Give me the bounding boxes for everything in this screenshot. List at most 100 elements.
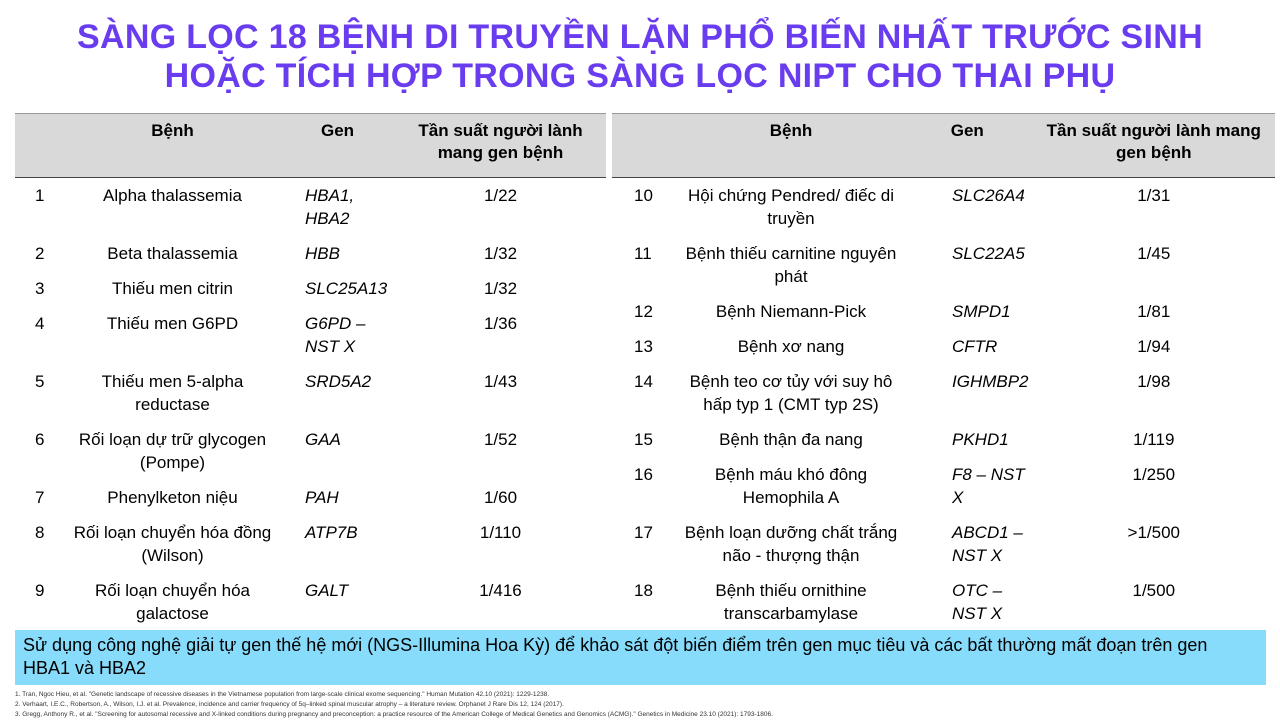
disease-name: Thiếu men 5-alpha reductase [101, 372, 244, 414]
row-number: 12 [634, 302, 653, 321]
disease-name: Thiếu men G6PD [106, 314, 239, 333]
references: 1. Tran, Ngoc Hieu, et al. "Genetic land… [15, 690, 773, 720]
table-row: 5 Thiếu men 5-alpha reductase SRD5A2 1/43 [15, 364, 606, 422]
row-number: 4 [35, 314, 45, 333]
header-gene: Gen [902, 113, 1033, 178]
header-disease: Bệnh [680, 113, 902, 178]
table-row: 8 Rối loạn chuyển hóa đồng (Wilson) ATP7B 1… [15, 515, 606, 573]
gene-name: OTC – NST X [952, 581, 1003, 623]
table-row: 15 Bệnh thận đa nang PKHD1 1/119 [612, 422, 1275, 457]
disease-name: Rối loạn dự trữ glycogen (Pompe) [78, 430, 267, 472]
carrier-frequency: 1/250 [1132, 465, 1176, 484]
carrier-frequency: 1/98 [1137, 372, 1171, 391]
gene-name: SLC25A13 [305, 279, 388, 298]
disease-name: Beta thalassemia [107, 244, 238, 263]
gene-name: F8 – NST X [952, 465, 1025, 507]
header-frequency: Tần suất người lành mang gen bệnh [1032, 113, 1275, 178]
carrier-frequency: 1/32 [483, 244, 518, 263]
header-frequency: Tần suất người lành mang gen bệnh [395, 113, 606, 178]
row-number: 3 [35, 279, 45, 298]
disease-name: Bệnh Niemann-Pick [715, 302, 867, 321]
disease-table-right: Bệnh Gen Tần suất người lành mang gen bệ… [612, 113, 1275, 631]
disease-name: Thiếu men citrin [112, 279, 233, 298]
title-line-2: HOẶC TÍCH HỢP TRONG SÀNG LỌC NIPT CHO TH… [164, 57, 1116, 95]
disease-table-left: Bệnh Gen Tần suất người lành mang gen bệ… [15, 113, 606, 631]
row-number: 1 [35, 186, 45, 205]
table-row: 1 Alpha thalassemia HBA1, HBA2 1/22 [15, 178, 606, 237]
carrier-frequency: >1/500 [1127, 523, 1180, 542]
carrier-frequency: 1/94 [1137, 337, 1171, 356]
table-row: 6 Rối loạn dự trữ glycogen (Pompe) GAA 1/52 [15, 422, 606, 480]
table-row: 4 Thiếu men G6PD G6PD – NST X 1/36 [15, 306, 606, 364]
row-number: 16 [634, 465, 653, 484]
disease-name: Bệnh teo cơ tủy với suy hô hấp typ 1 (CM… [689, 372, 893, 414]
carrier-frequency: 1/52 [483, 430, 518, 449]
disease-name: Bệnh thận đa nang [719, 430, 863, 449]
carrier-frequency: 1/119 [1133, 430, 1175, 449]
row-number: 10 [634, 186, 653, 205]
table-row: 10 Hội chứng Pendred/ điếc di truyền SLC26… [612, 178, 1275, 237]
row-number: 18 [634, 581, 653, 600]
table-row: 17 Bệnh loạn dưỡng chất trắng não - thượn… [612, 515, 1275, 573]
disease-name: Bệnh máu khó đông Hemophila A [714, 465, 868, 507]
reference: 1. Tran, Ngoc Hieu, et al. "Genetic land… [15, 691, 550, 698]
slide-title: SÀNG LỌC 18 BỆNH DI TRUYỀN LẶN PHỔ BIẾN … [0, 18, 1280, 96]
table-row: 11 Bệnh thiếu carnitine nguyên phát SLC22A… [612, 236, 1275, 294]
row-number: 15 [634, 430, 653, 449]
gene-name: CFTR [952, 337, 998, 356]
gene-name: PAH [305, 488, 339, 507]
table-row: 13 Bệnh xơ nang CFTR 1/94 [612, 329, 1275, 364]
gene-name: IGHMBP2 [952, 372, 1029, 391]
carrier-frequency: 1/43 [483, 372, 518, 391]
disease-name: Bệnh xơ nang [737, 337, 845, 356]
gene-name: ATP7B [305, 523, 358, 542]
row-number: 6 [35, 430, 45, 449]
carrier-frequency: 1/36 [483, 314, 518, 333]
gene-name: G6PD – NST X [305, 314, 366, 356]
gene-name: SLC22A5 [952, 244, 1025, 263]
row-number: 17 [634, 523, 653, 542]
row-number: 2 [35, 244, 45, 263]
disease-name: Alpha thalassemia [103, 186, 242, 205]
row-number: 5 [35, 372, 45, 391]
table-row: 9 Rối loạn chuyển hóa galactose GALT 1/416 [15, 573, 606, 631]
row-number: 9 [35, 581, 45, 600]
disease-name: Bệnh thiếu carnitine nguyên phát [685, 244, 897, 286]
gene-name: GAA [305, 430, 341, 449]
gene-name: GALT [305, 581, 349, 600]
table-row: 2 Beta thalassemia HBB 1/32 [15, 236, 606, 271]
gene-name: SRD5A2 [305, 372, 372, 391]
disease-name: Rối loạn chuyển hóa galactose [94, 581, 250, 623]
disease-name: Rối loạn chuyển hóa đồng (Wilson) [73, 523, 272, 565]
gene-name: PKHD1 [952, 430, 1009, 449]
disease-name: Bệnh loạn dưỡng chất trắng não - thượng … [684, 523, 898, 565]
row-number: 7 [35, 488, 45, 507]
carrier-frequency: 1/32 [483, 279, 518, 298]
disease-name: Bệnh thiếu ornithine transcarbamylase [715, 581, 867, 623]
disease-name: Phenylketon niệu [107, 488, 238, 507]
header-gene: Gen [280, 113, 395, 178]
row-number: 11 [634, 244, 652, 263]
row-number: 13 [634, 337, 653, 356]
gene-name: HBA1, HBA2 [305, 186, 355, 228]
table-row: 14 Bệnh teo cơ tủy với suy hô hấp typ 1 (… [612, 364, 1275, 422]
carrier-frequency: 1/22 [483, 186, 518, 205]
table-row: 18 Bệnh thiếu ornithine transcarbamylase O… [612, 573, 1275, 631]
technology-note: Sử dụng công nghệ giải tự gen thế hệ mới… [15, 630, 1266, 685]
carrier-frequency: 1/31 [1137, 186, 1171, 205]
carrier-frequency: 1/416 [479, 581, 522, 600]
reference: 3. Gregg, Anthony R., et al. "Screening … [15, 711, 773, 718]
gene-name: ABCD1 – NST X [952, 523, 1023, 565]
table-row: 12 Bệnh Niemann-Pick SMPD1 1/81 [612, 294, 1275, 329]
row-number: 14 [634, 372, 653, 391]
table-row: 16 Bệnh máu khó đông Hemophila A F8 – NST … [612, 457, 1275, 515]
carrier-frequency: 1/45 [1137, 244, 1171, 263]
carrier-frequency: 1/110 [479, 523, 522, 542]
title-line-1: SÀNG LỌC 18 BỆNH DI TRUYỀN LẶN PHỔ BIẾN … [77, 18, 1203, 56]
gene-name: SMPD1 [952, 302, 1011, 321]
carrier-frequency: 1/60 [483, 488, 518, 507]
gene-name: HBB [305, 244, 340, 263]
header-disease: Bệnh [65, 113, 280, 178]
carrier-frequency: 1/500 [1132, 581, 1176, 600]
disease-name: Hội chứng Pendred/ điếc di truyền [687, 186, 895, 228]
